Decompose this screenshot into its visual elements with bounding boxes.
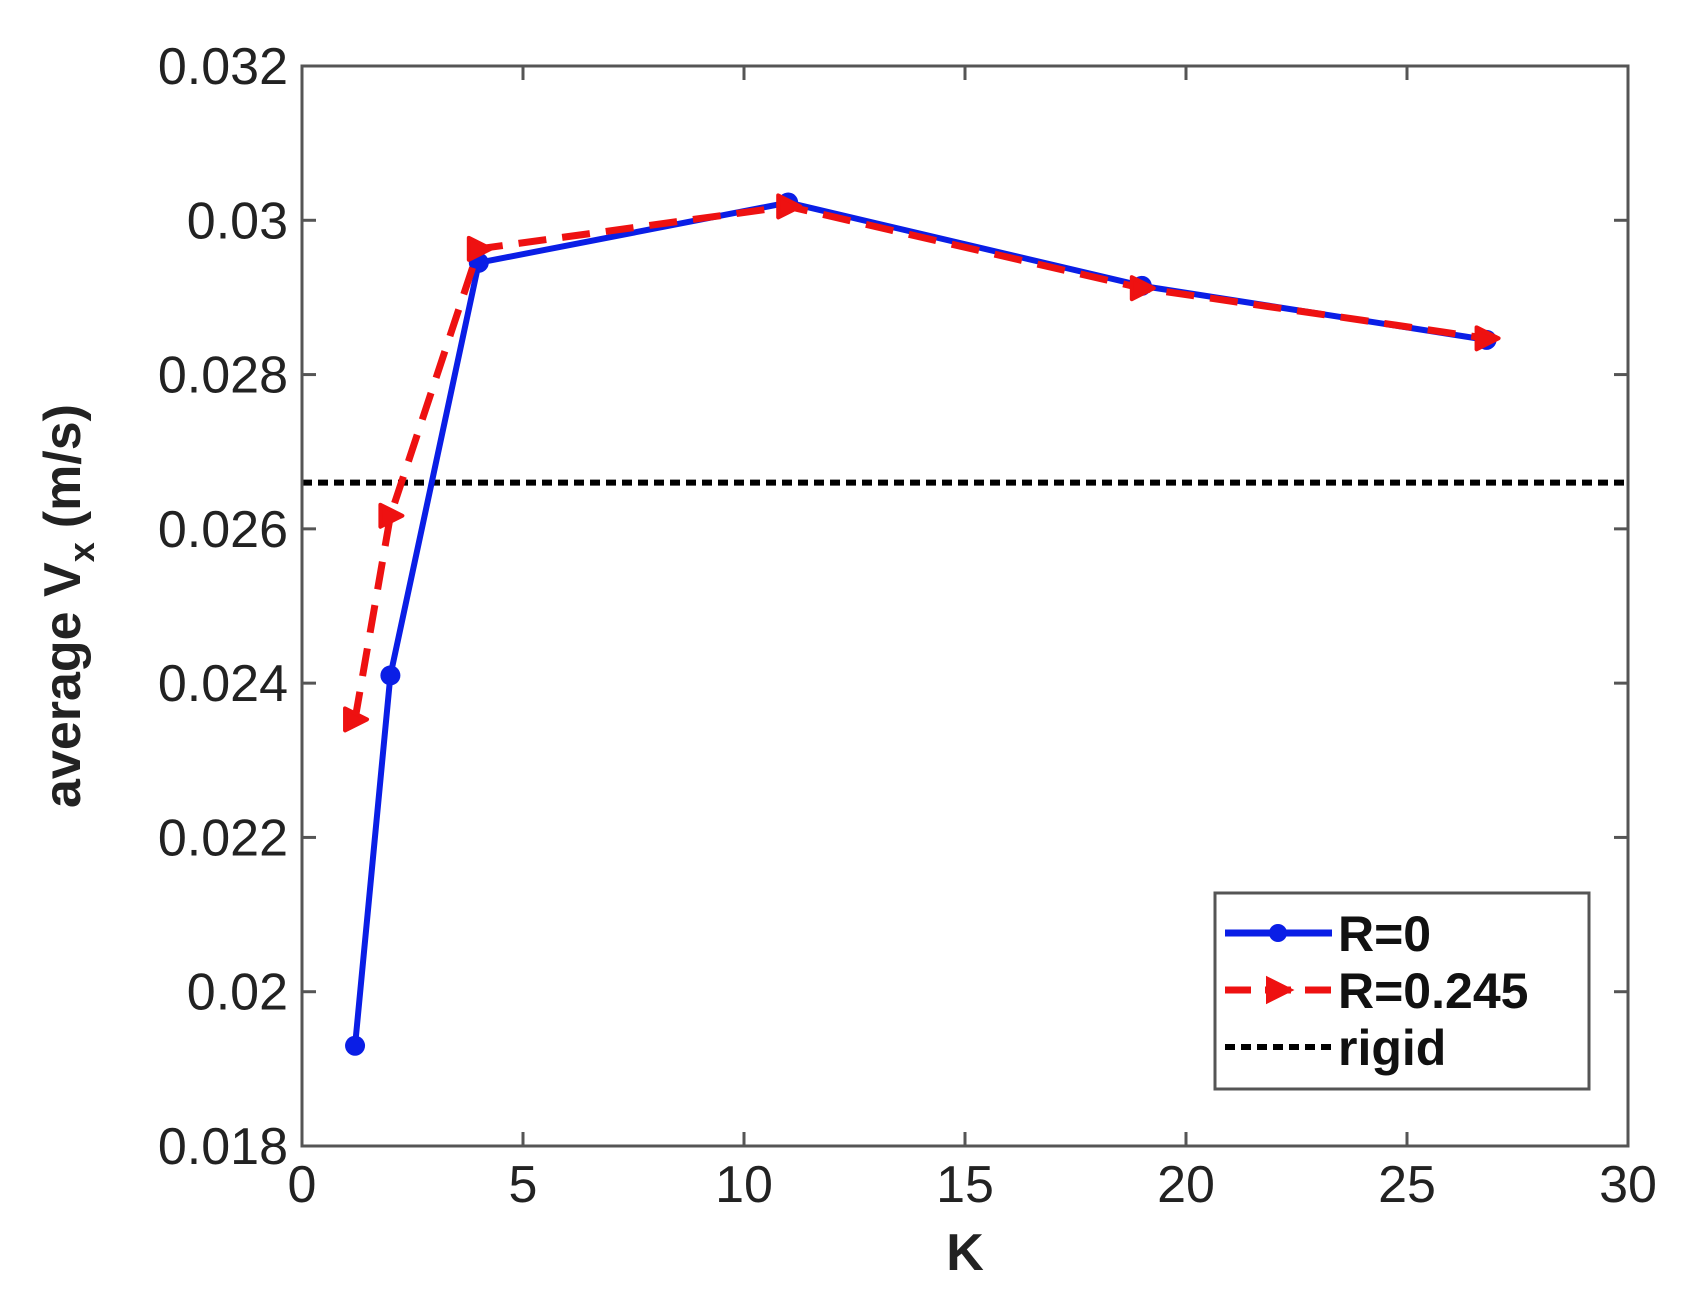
ticks-layer: 0 5 10 15 20 25 30 0.018 0.02 0.022 0.024 0.026 0.02… <box>158 38 1657 1214</box>
legend-r0245-marker <box>1266 975 1295 1005</box>
y-tick-label: 0.03 <box>187 192 288 250</box>
y-axis-title-main: average V <box>34 562 92 808</box>
data-layer <box>302 192 1628 1056</box>
legend: R=0 R=0.245 rigid <box>1213 891 1591 1091</box>
y-tick-label: 0.018 <box>158 1118 288 1176</box>
series-r0-point <box>380 665 401 686</box>
y-tick-label: 0.02 <box>187 964 288 1022</box>
series-r0-line <box>352 199 1488 1046</box>
x-tick-label: 25 <box>1378 1156 1436 1214</box>
series-r0245-point <box>466 235 493 262</box>
series-r0245-point <box>343 706 370 733</box>
x-tick-label: 5 <box>509 1156 538 1214</box>
series-r0245-point <box>378 502 405 529</box>
y-tick-label: 0.026 <box>158 501 288 559</box>
y-axis-title-unit: (m/s) <box>34 404 92 528</box>
series-r0245-point <box>776 193 803 220</box>
legend-r0-marker <box>1269 924 1287 942</box>
x-tick-label: 15 <box>936 1156 994 1214</box>
x-tick-label: 0 <box>288 1156 317 1214</box>
x-tick-label: 10 <box>715 1156 773 1214</box>
x-tick-label: 30 <box>1599 1156 1657 1214</box>
legend-r0-label: R=0 <box>1338 906 1431 962</box>
legend-rigid-label: rigid <box>1338 1020 1446 1076</box>
x-axis-title: K <box>946 1224 984 1282</box>
y-tick-label: 0.028 <box>158 347 288 405</box>
series-r0245-point <box>1474 325 1501 352</box>
y-tick-label: 0.024 <box>158 655 288 713</box>
series-r0-point <box>345 1035 366 1056</box>
y-tick-label: 0.032 <box>158 38 288 96</box>
y-axis-title: average Vx (m/s) <box>34 404 102 808</box>
series-r0245-point <box>1129 275 1156 302</box>
x-tick-label: 20 <box>1157 1156 1215 1214</box>
plot-frame <box>300 64 1630 1148</box>
legend-r0245-label: R=0.245 <box>1338 963 1528 1019</box>
y-tick-label: 0.022 <box>158 809 288 867</box>
y-axis-title-subscript: x <box>61 542 102 562</box>
